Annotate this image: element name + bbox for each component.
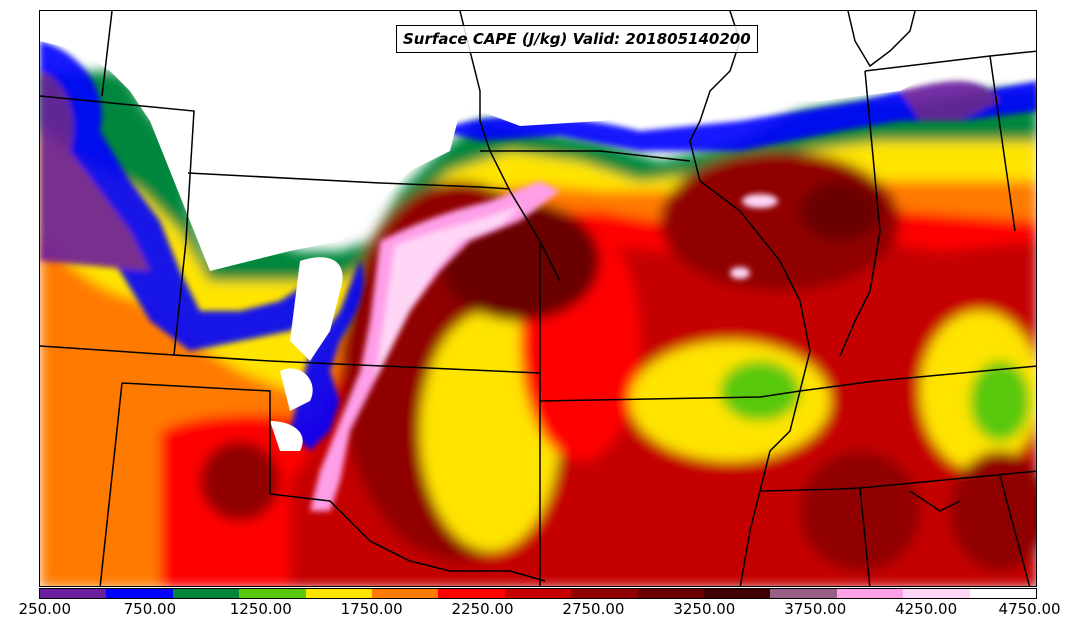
colorbar-tick-label: 3750.00 <box>784 600 847 618</box>
colorbar-segment <box>903 589 970 598</box>
colorbar-tick-label: 2250.00 <box>451 600 514 618</box>
colorbar-segment <box>172 589 240 598</box>
colorbar-segment <box>704 589 771 598</box>
colorbar-segment <box>637 589 705 598</box>
colorbar-tick-label: 250.00 <box>18 600 72 618</box>
colorbar-segment <box>504 589 572 598</box>
colorbar-tick-label: 750.00 <box>123 600 177 618</box>
colorbar-segment <box>40 589 107 598</box>
colorbar-tick-label: 4750.00 <box>998 600 1061 618</box>
colorbar-tick-label: 2750.00 <box>562 600 625 618</box>
colorbar-segment <box>836 589 904 598</box>
colorbar-segment <box>239 589 306 598</box>
colorbar-segment <box>571 589 638 598</box>
colorbar-segment <box>438 589 505 598</box>
cape-map: Surface CAPE (J/kg) Valid: 201805140200 <box>39 10 1037 587</box>
colorbar-tick-label: 1750.00 <box>340 600 403 618</box>
colorbar-segment <box>305 589 373 598</box>
colorbar-segment <box>372 589 439 598</box>
colorbar-tick-label: 1250.00 <box>229 600 292 618</box>
colorbar <box>39 588 1037 599</box>
map-title: Surface CAPE (J/kg) Valid: 201805140200 <box>396 25 758 53</box>
colorbar-tick-label: 3250.00 <box>673 600 736 618</box>
colorbar-segment <box>770 589 837 598</box>
colorbar-segment <box>969 589 1037 598</box>
colorbar-segment <box>106 589 173 598</box>
cape-field <box>40 11 1036 586</box>
colorbar-tick-label: 4250.00 <box>895 600 958 618</box>
